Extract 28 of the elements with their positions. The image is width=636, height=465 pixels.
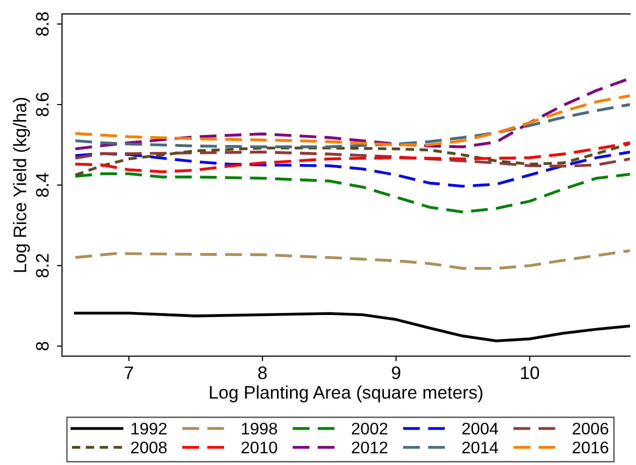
- x-tick-label: 7: [124, 366, 133, 379]
- legend-label: 2008: [131, 442, 167, 454]
- legend-label: 1998: [242, 422, 278, 435]
- y-tick-label: 8.2: [36, 254, 49, 278]
- legend-label: 2012: [352, 442, 388, 454]
- y-tick-label: 8.6: [36, 92, 49, 116]
- legend-label: 2002: [352, 422, 388, 435]
- line-series: [74, 94, 630, 146]
- x-tick-label: 10: [521, 366, 540, 380]
- legend-label: 1992: [132, 422, 167, 435]
- line-series: [74, 249, 630, 270]
- legend-label: 2016: [572, 442, 608, 454]
- line-series: [74, 103, 630, 148]
- legend-label: 2006: [572, 422, 608, 435]
- legend-label: 2004: [462, 422, 498, 435]
- y-axis-title: Log Rice Yield (kg/ha): [13, 98, 30, 272]
- legend-label: 2014: [462, 442, 498, 454]
- line-series: [74, 150, 630, 168]
- x-axis-title: Log Planting Area (square meters): [210, 386, 482, 402]
- x-tick-label: 8: [258, 366, 267, 380]
- line-series: [74, 172, 630, 214]
- line-series: [74, 150, 630, 188]
- y-tick-label: 8.4: [36, 173, 49, 197]
- y-tick-label: 8.8: [36, 12, 49, 36]
- line-series: [74, 312, 630, 342]
- legend-label: 2010: [242, 442, 278, 454]
- y-tick-label: 8: [36, 342, 49, 350]
- x-tick-label: 9: [392, 366, 400, 380]
